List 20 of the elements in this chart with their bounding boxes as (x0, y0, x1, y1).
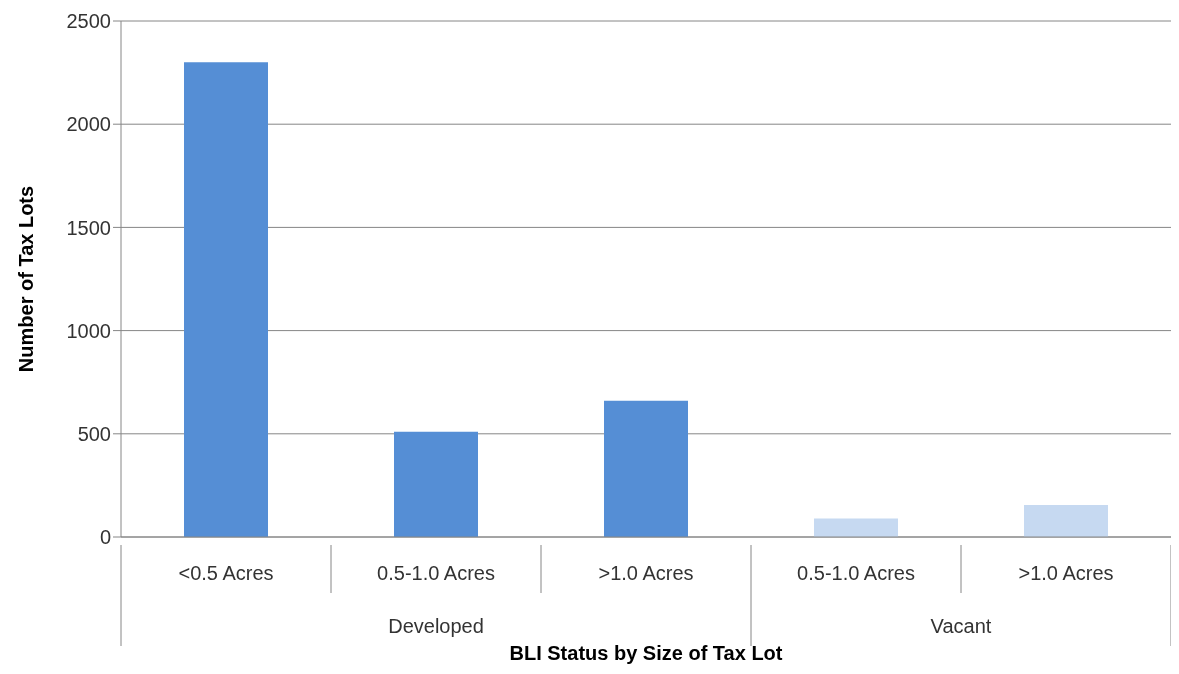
x-tick-label: 0.5-1.0 Acres (797, 562, 915, 584)
y-tick-label: 1000 (66, 319, 111, 342)
text: Vacant (930, 615, 992, 637)
text: Developed (388, 615, 484, 637)
y-tick-label: 2500 (66, 10, 111, 33)
bar (184, 62, 268, 537)
x-tick-label: <0.5 Acres (178, 562, 274, 584)
bar (1024, 505, 1108, 537)
x-tick-label: >1.0 Acres (598, 562, 694, 584)
x-tick-label: >1.0 Acres (1018, 562, 1114, 584)
x-axis-title: BLI Status by Size of Tax Lot (509, 642, 783, 664)
y-tick-label: 0 (99, 526, 111, 549)
x-tick-label: 0.5-1.0 Acres (377, 562, 495, 584)
bar (814, 518, 898, 537)
y-tick-label: 2000 (66, 113, 111, 136)
y-axis-title: Number of Tax Lots (15, 185, 38, 373)
y-tick-label: 500 (77, 422, 111, 445)
bar (394, 431, 478, 537)
y-tick-label: 1500 (66, 216, 111, 239)
bar (604, 400, 688, 537)
